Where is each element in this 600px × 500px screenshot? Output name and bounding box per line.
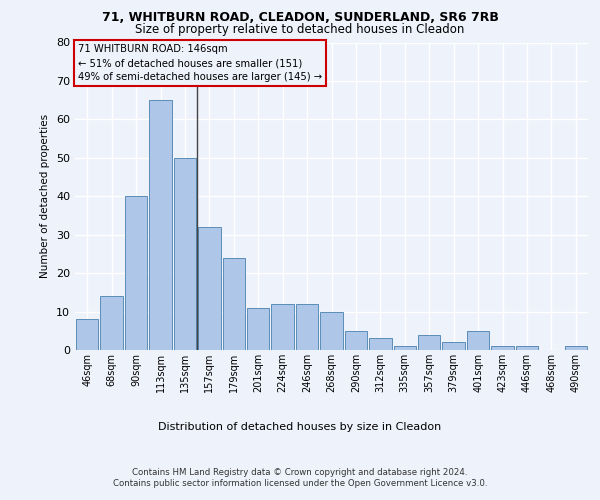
Bar [442, 342, 465, 350]
Bar [565, 346, 587, 350]
Bar [271, 304, 294, 350]
Bar [296, 304, 319, 350]
Y-axis label: Number of detached properties: Number of detached properties [40, 114, 50, 278]
Text: 71, WHITBURN ROAD, CLEADON, SUNDERLAND, SR6 7RB: 71, WHITBURN ROAD, CLEADON, SUNDERLAND, … [101, 11, 499, 24]
Bar [247, 308, 269, 350]
Bar [491, 346, 514, 350]
Bar [100, 296, 123, 350]
Bar [344, 331, 367, 350]
Bar [467, 331, 490, 350]
Bar [223, 258, 245, 350]
Bar [320, 312, 343, 350]
Bar [369, 338, 392, 350]
Bar [173, 158, 196, 350]
Text: Distribution of detached houses by size in Cleadon: Distribution of detached houses by size … [158, 422, 442, 432]
Bar [515, 346, 538, 350]
Bar [198, 227, 221, 350]
Text: Size of property relative to detached houses in Cleadon: Size of property relative to detached ho… [136, 22, 464, 36]
Bar [125, 196, 148, 350]
Bar [418, 334, 440, 350]
Bar [76, 320, 98, 350]
Bar [394, 346, 416, 350]
Bar [149, 100, 172, 350]
Text: Contains HM Land Registry data © Crown copyright and database right 2024.
Contai: Contains HM Land Registry data © Crown c… [113, 468, 487, 487]
Text: 71 WHITBURN ROAD: 146sqm
← 51% of detached houses are smaller (151)
49% of semi-: 71 WHITBURN ROAD: 146sqm ← 51% of detach… [77, 44, 322, 82]
